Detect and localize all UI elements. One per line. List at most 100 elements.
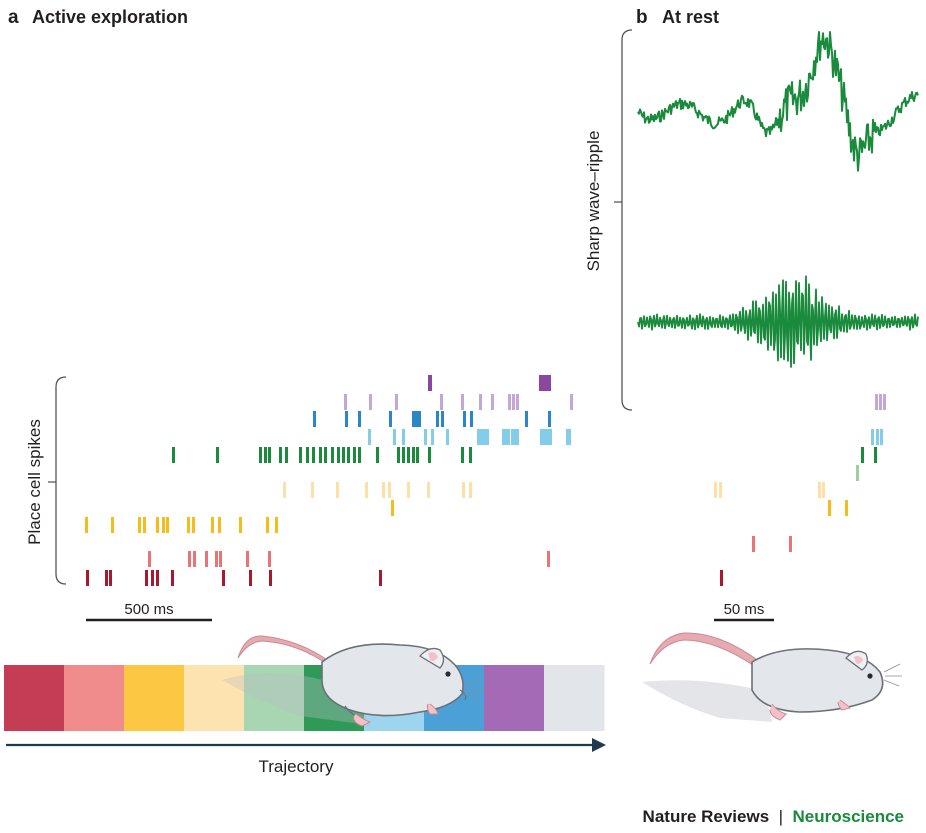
spike-light-blue (880, 429, 883, 445)
spike-yellow (162, 517, 165, 533)
trajectory-segment-2 (64, 665, 125, 731)
footer-field: Neuroscience (793, 807, 905, 826)
spike-green (861, 447, 864, 463)
spike-green (264, 447, 267, 463)
spike-red-pink (148, 551, 151, 567)
spike-yellow (275, 517, 278, 533)
spike-lavender (491, 394, 494, 410)
spike-green (342, 447, 345, 463)
spike-light-blue (402, 429, 405, 445)
spike-lavender (395, 394, 398, 410)
spike-dark-red (86, 570, 89, 586)
spike-lavender (508, 394, 511, 410)
spike-yellow (845, 500, 848, 516)
panel-b-letter: b (636, 7, 648, 28)
spike-pale-yellow (427, 482, 430, 498)
spike-red-pink (188, 551, 191, 567)
spike-light-blue (477, 429, 489, 445)
ripple-band-trace (637, 275, 919, 368)
spike-red-pink (547, 551, 550, 567)
spike-yellow (391, 500, 394, 516)
spike-blue (548, 411, 551, 427)
spike-pale-yellow (407, 482, 410, 498)
footer-journal: Nature Reviews (643, 807, 770, 826)
spike-lavender (479, 394, 482, 410)
panel-a-title: Active exploration (32, 7, 188, 27)
spike-green (428, 447, 431, 463)
spike-yellow (143, 517, 146, 533)
spike-green (337, 447, 340, 463)
spike-red-pink (205, 551, 208, 567)
trajectory-segment-9 (484, 665, 545, 731)
spike-pale-yellow (311, 482, 314, 498)
spike-dark-red (105, 570, 108, 586)
footer-separator: | (779, 807, 783, 826)
spike-lavender (512, 394, 515, 410)
spike-green (312, 447, 315, 463)
spike-green (397, 447, 400, 463)
spike-red-pink (193, 551, 196, 567)
spike-green (407, 447, 410, 463)
spike-green (469, 447, 472, 463)
spike-blue (358, 411, 361, 427)
spike-blue (345, 411, 348, 427)
spike-dark-red (720, 570, 723, 586)
spike-green (376, 447, 379, 463)
spike-blue (436, 411, 439, 427)
spike-pale-yellow (365, 482, 368, 498)
spike-light-blue (540, 429, 552, 445)
spike-red-pink (246, 551, 249, 567)
scale-bar-500ms-label: 500 ms (124, 601, 173, 618)
spike-dark-red (145, 570, 148, 586)
spike-green (416, 447, 419, 463)
spike-dark-red (269, 570, 272, 586)
trajectory-segment-3 (124, 665, 185, 731)
spike-blue (525, 411, 528, 427)
spike-red-pink (268, 551, 271, 567)
spike-yellow (187, 517, 190, 533)
spike-purple (539, 375, 551, 391)
spike-light-blue (871, 429, 874, 445)
trajectory-segment-10 (544, 665, 605, 731)
trajectory-segment-1 (4, 665, 65, 731)
spike-lavender (461, 394, 464, 410)
spike-pale-yellow (283, 482, 286, 498)
sharp-wave-trace (637, 31, 919, 172)
spike-light-blue (424, 429, 427, 445)
spike-green (279, 447, 282, 463)
spike-yellow (211, 517, 214, 533)
spike-pale-yellow (822, 482, 825, 498)
spike-blue (470, 411, 473, 427)
scale-bar-50ms-label: 50 ms (724, 601, 765, 618)
rest-spike-raster (714, 394, 886, 586)
spike-lavender (883, 394, 886, 410)
spike-yellow (239, 517, 242, 533)
spike-green (331, 447, 334, 463)
spike-light-blue (566, 429, 571, 445)
spike-blue (441, 411, 444, 427)
spike-pale-yellow (719, 482, 722, 498)
spike-green (358, 447, 361, 463)
spike-light-blue (876, 429, 879, 445)
spike-yellow (266, 517, 269, 533)
spike-yellow (138, 517, 141, 533)
spike-pale-yellow (462, 482, 465, 498)
spike-light-blue (368, 429, 371, 445)
spike-pale-green (856, 465, 859, 481)
spike-green (353, 447, 356, 463)
spike-pale-yellow (818, 482, 821, 498)
resting-rat-illustration (642, 632, 902, 722)
spike-green (347, 447, 350, 463)
spike-yellow (111, 517, 114, 533)
exploration-spike-raster (85, 375, 573, 586)
spike-blue (412, 411, 415, 427)
spike-lavender (516, 394, 519, 410)
spike-light-blue (431, 429, 434, 445)
spike-lavender (879, 394, 882, 410)
place-cell-spikes-label: Place cell spikes (25, 419, 44, 545)
spike-green (412, 447, 415, 463)
trajectory-segment-5 (244, 665, 305, 731)
trajectory-arrowhead (592, 738, 606, 752)
spike-dark-red (151, 570, 154, 586)
